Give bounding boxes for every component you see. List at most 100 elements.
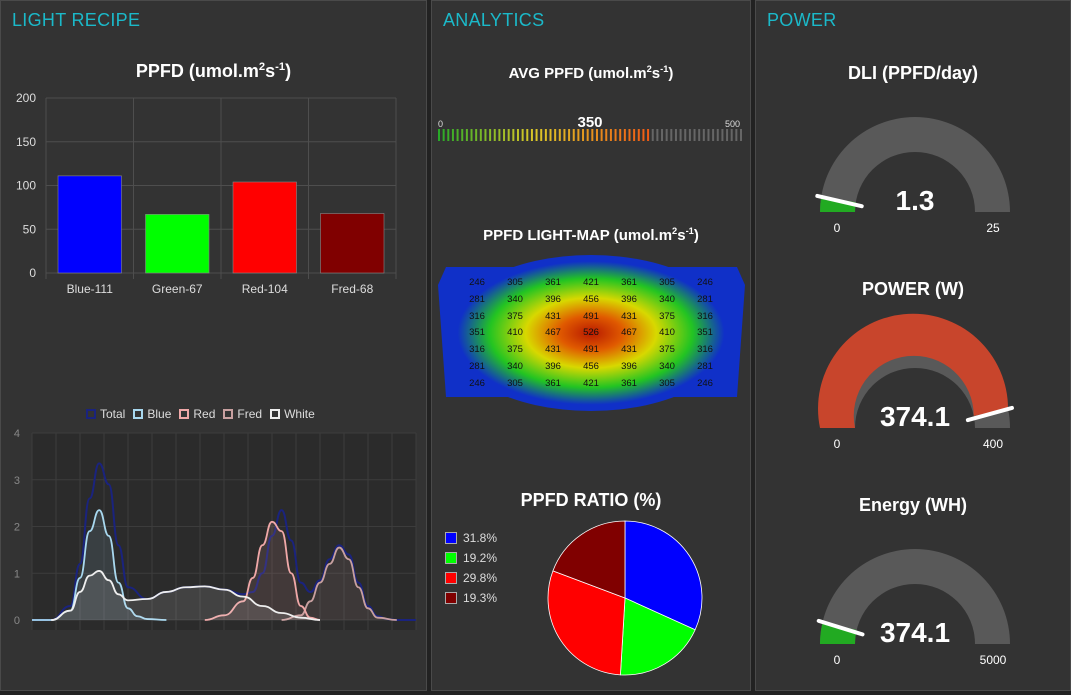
- pie-slice-1: [619, 597, 696, 676]
- avg-ppfd-tick: [600, 129, 603, 141]
- legend-swatch: [270, 409, 281, 419]
- lightmap-row: 246 305 361 421 361 305 246: [458, 378, 724, 395]
- avg-ppfd-tick: [665, 129, 668, 141]
- pie-slice-3: [552, 520, 626, 599]
- spectrum-area-red: [204, 521, 320, 620]
- avg-ppfd-tick: [707, 129, 710, 141]
- ratio-legend-item[interactable]: 31.8%: [445, 528, 497, 548]
- gauge-max: 5000: [980, 653, 1007, 667]
- ratio-legend-item[interactable]: 29.8%: [445, 568, 497, 588]
- avg-ppfd-tick: [642, 129, 645, 141]
- avg-ppfd-tick: [507, 129, 510, 141]
- avg-ppfd-tick: [447, 129, 450, 141]
- avg-ppfd-tick: [623, 129, 626, 141]
- ratio-title: PPFD RATIO (%): [520, 490, 662, 510]
- avg-ppfd-tick: [730, 129, 733, 141]
- lightmap-cell: 467: [545, 327, 561, 339]
- gauge-needle: [815, 193, 864, 209]
- legend-item-total[interactable]: Total: [86, 407, 125, 421]
- avg-ppfd-tick: [544, 129, 547, 141]
- avg-ppfd-tick: [633, 129, 636, 141]
- avg-ppfd-tick: [572, 129, 575, 141]
- avg-ppfd-tick: [540, 129, 543, 141]
- ratio-legend-item[interactable]: 19.3%: [445, 588, 497, 608]
- avg-ppfd-title: AVG PPFD (umol.m2s-1): [431, 64, 751, 82]
- avg-ppfd-tick: [674, 129, 677, 141]
- lightmap-heatmap: [438, 255, 745, 411]
- lightmap-cell: 281: [469, 293, 485, 305]
- avg-ppfd-tick: [498, 129, 501, 141]
- lightmap-cell: 340: [659, 293, 675, 305]
- lightmap-title: PPFD LIGHT-MAP (umol.m2s-1): [431, 226, 751, 244]
- avg-ppfd-tick: [503, 129, 506, 141]
- lightmap-cell: 375: [507, 310, 523, 322]
- energy-title: Energy (WH): [859, 495, 967, 515]
- legend-item-white[interactable]: White: [270, 407, 315, 421]
- pie-slice-0: [624, 520, 703, 631]
- avg-ppfd-title-mid: s: [651, 65, 661, 82]
- lightmap-cell: 281: [697, 360, 713, 372]
- legend-item-blue[interactable]: Blue: [133, 407, 171, 421]
- ppfd-bar-title-sup1: 2: [258, 61, 266, 73]
- avg-ppfd-tick: [591, 129, 594, 141]
- lightmap-cell: 491: [583, 344, 599, 356]
- lightmap-cell: 491: [583, 310, 599, 322]
- bar-blue-111: [57, 175, 122, 274]
- avg-ppfd-tick: [702, 129, 705, 141]
- lightmap-row: 281 340 396 456 396 340 281: [458, 294, 724, 311]
- lightmap-row: 351 410 467 526 467 410 351: [458, 327, 724, 344]
- avg-ppfd-title-sup1: 2: [646, 64, 652, 74]
- avg-ppfd-tick: [438, 129, 440, 141]
- avg-ppfd-tick: [712, 129, 715, 141]
- lightmap-row: 316 375 431 491 431 375 316: [458, 344, 724, 361]
- lightmap-cell: 305: [659, 377, 675, 389]
- ratio-legend-label: 29.8%: [463, 571, 498, 585]
- ppfd-bar-title-text: PPFD (umol.m: [135, 61, 259, 81]
- lightmap-row: 316 375 431 491 431 375 316: [458, 311, 724, 328]
- spectrum-line-red: [204, 520, 321, 621]
- gauge-max: 400: [983, 437, 1003, 451]
- lightmap-title-sup2: -1: [685, 226, 694, 236]
- avg-ppfd-tick: [549, 129, 552, 141]
- gauge-needle: [816, 618, 865, 637]
- avg-ppfd-tick: [651, 129, 654, 141]
- lightmap-title-end: ): [693, 227, 699, 244]
- legend-item-red[interactable]: Red: [179, 407, 215, 421]
- avg-ppfd-tick: [693, 129, 696, 141]
- avg-ppfd-tick: [470, 129, 473, 141]
- lightmap-cell: 316: [469, 344, 485, 356]
- power-title: POWER (W): [862, 279, 964, 299]
- avg-ppfd-tick: [684, 129, 687, 141]
- avg-ppfd-tick: [647, 129, 650, 141]
- avg-ppfd-tick: [558, 129, 561, 141]
- lightmap-cell: 246: [697, 377, 713, 389]
- lightmap-row: 281 340 396 456 396 340 281: [458, 361, 724, 378]
- avg-ppfd-tick: [461, 129, 464, 141]
- lightmap-cell: 396: [545, 360, 561, 372]
- avg-ppfd-tick: [740, 129, 742, 141]
- legend-item-fred[interactable]: Fred: [223, 407, 262, 421]
- avg-ppfd-tick: [516, 129, 519, 141]
- ratio-legend-label: 19.3%: [463, 591, 498, 605]
- lightmap-cell: 431: [621, 310, 637, 322]
- avg-ppfd-min: 0: [438, 119, 443, 129]
- spectrum-line-chart: 0 1 2 3 4: [14, 428, 417, 630]
- ppfd-bar-title: PPFD (umol.m2s-1): [0, 61, 427, 82]
- ratio-legend-item[interactable]: 19.2%: [445, 548, 497, 568]
- gauge-min: 0: [834, 653, 841, 667]
- lightmap-cell: 340: [507, 360, 523, 372]
- ratio-legend-label: 19.2%: [463, 551, 498, 565]
- bar-category-label: Red-104: [242, 282, 288, 296]
- gauge-value: 1.3: [896, 185, 935, 216]
- lightmap-cell: 316: [469, 310, 485, 322]
- avg-ppfd-tick: [535, 129, 538, 141]
- avg-ppfd-tick: [688, 129, 691, 141]
- lightmap-cell: 375: [659, 310, 675, 322]
- bar-red-104: [232, 181, 297, 274]
- avg-ppfd-tick: [656, 129, 659, 141]
- lightmap-values: 246 305 361 421 361 305 246 281 340 396 456 396 340 2…: [458, 277, 724, 395]
- legend-label: Total: [100, 407, 126, 421]
- bar-green-67: [145, 214, 210, 274]
- ratio-legend-swatch: [445, 592, 457, 604]
